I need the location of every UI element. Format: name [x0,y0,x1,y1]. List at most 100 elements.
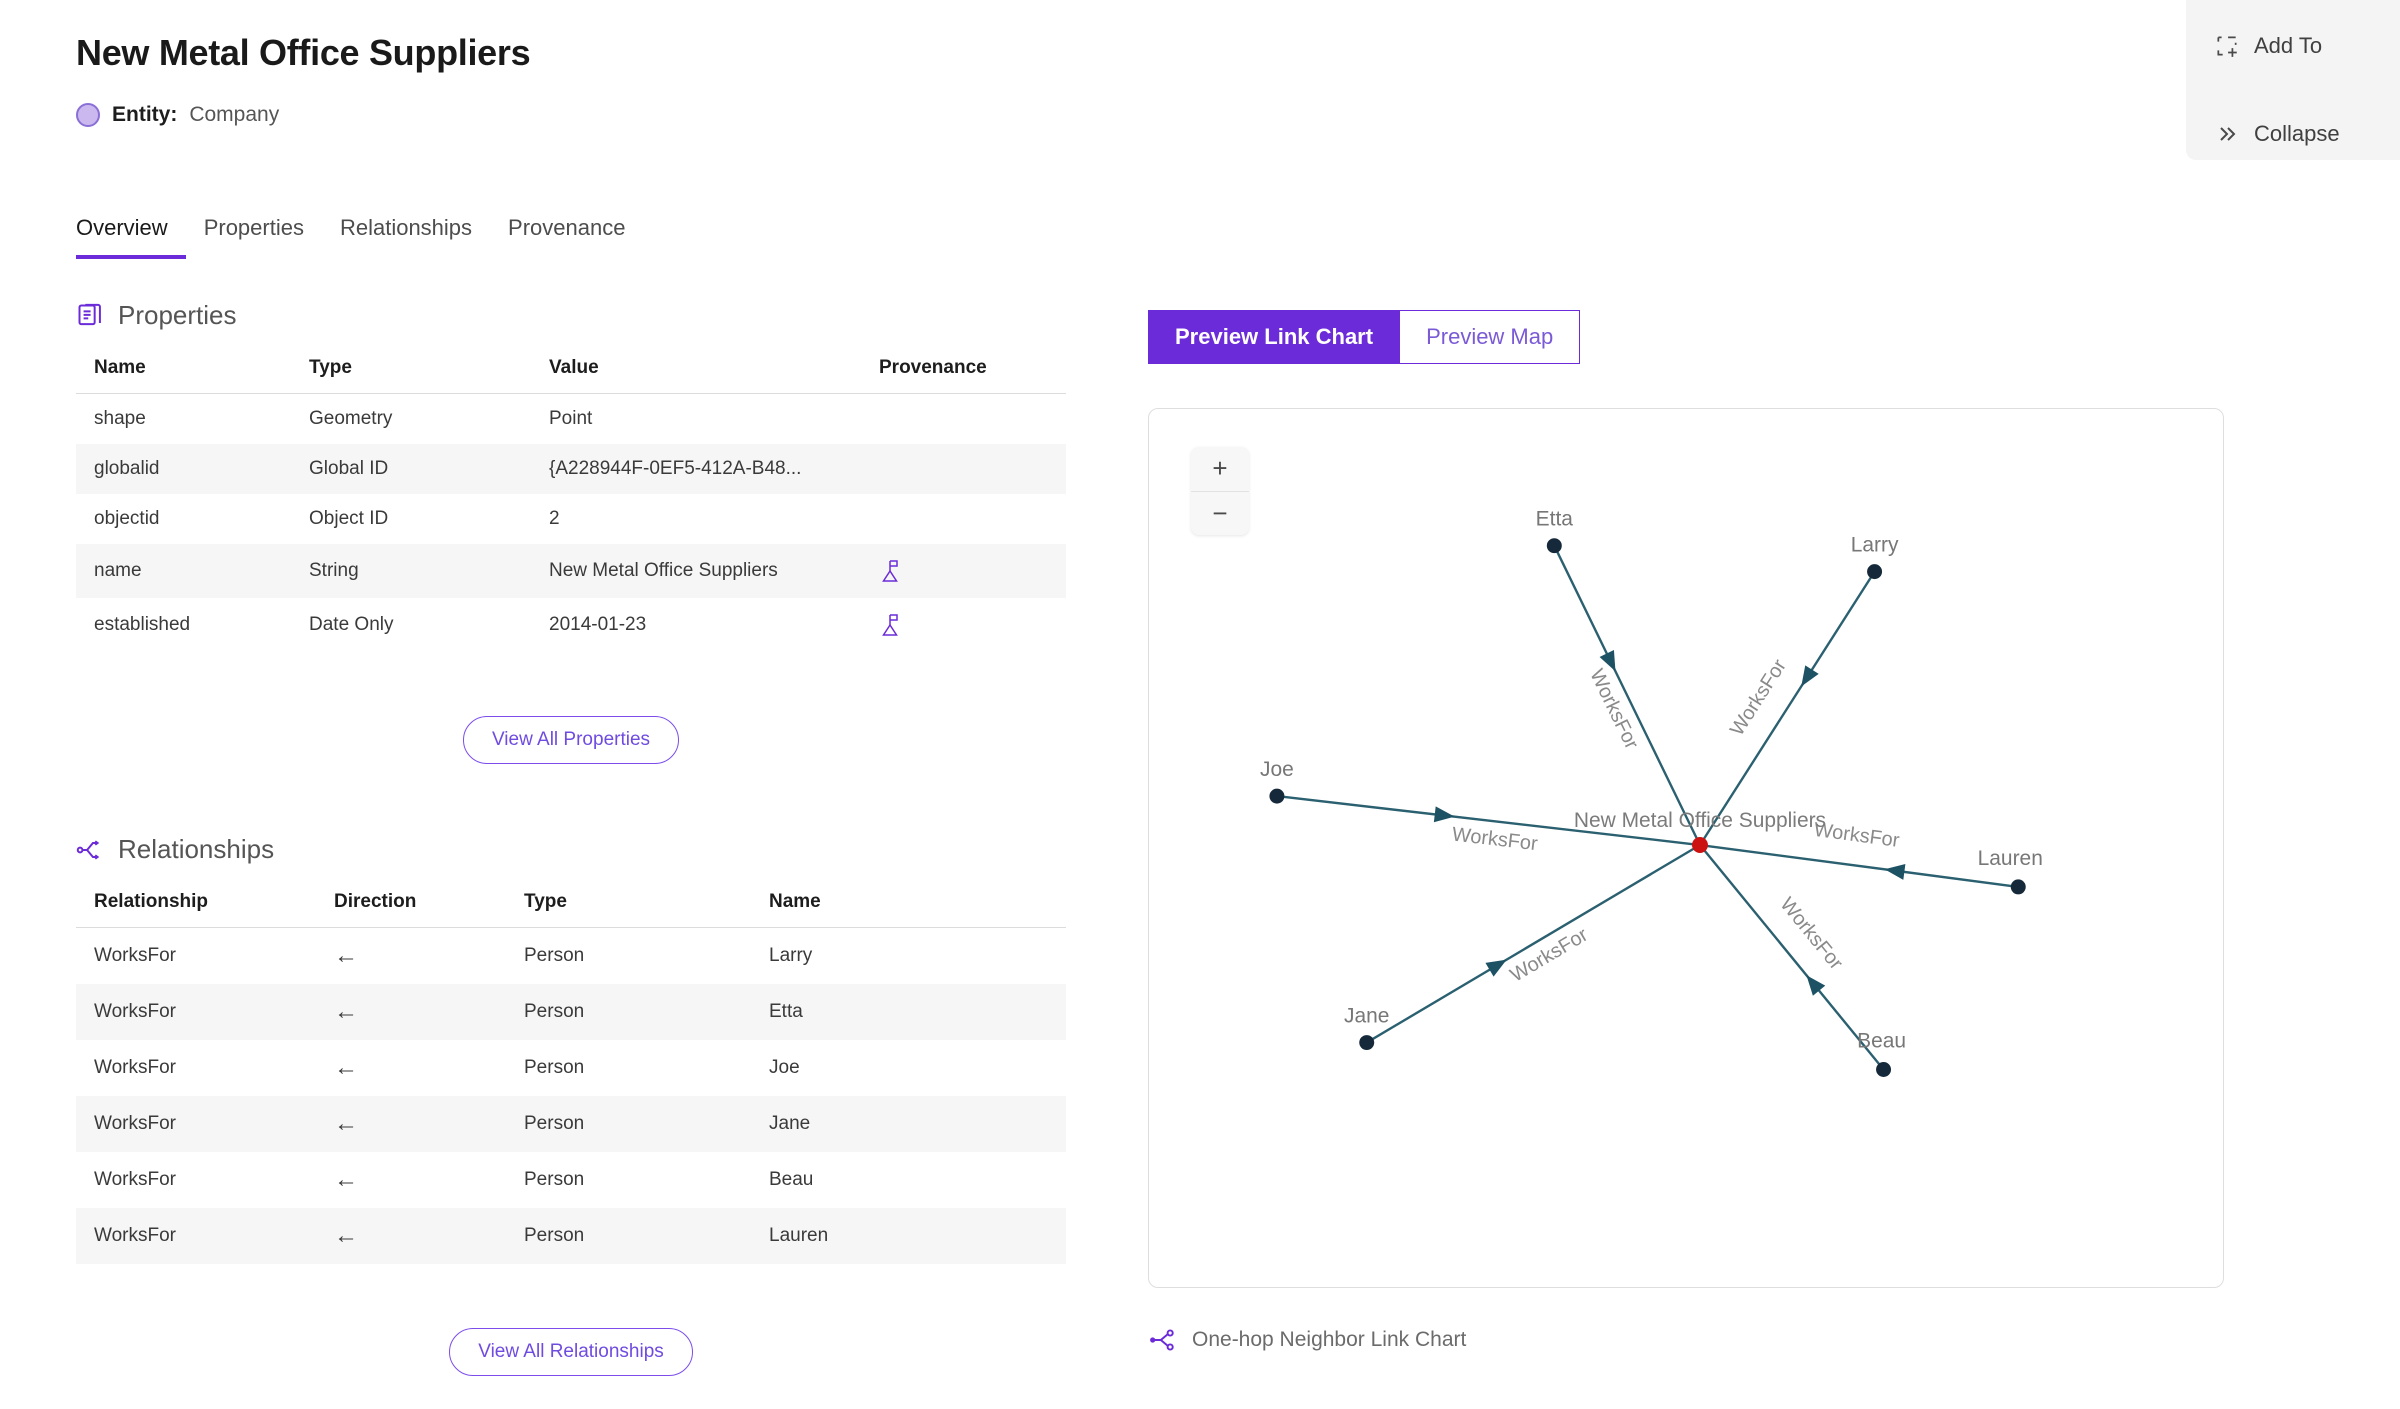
graph-edge [1698,570,1876,846]
table-row[interactable]: globalid Global ID {A228944F-0EF5-412A-B… [76,444,1066,494]
properties-header-row: Name Type Value Provenance [76,357,1066,394]
tab-properties[interactable]: Properties [203,215,304,240]
entity-value: Company [189,103,280,126]
table-row[interactable]: WorksFor ← Person Jane [76,1096,1066,1152]
rel-relationship[interactable]: WorksFor [94,1057,176,1078]
rel-relationship[interactable]: WorksFor [94,1001,176,1022]
table-row[interactable]: WorksFor ← Person Larry [76,928,1066,985]
preview-toggle-group: Preview Link Chart Preview Map [1148,310,1581,364]
col-provenance: Provenance [861,357,1066,394]
rel-type: Person [524,1113,585,1134]
tab-relationships[interactable]: Relationships [339,215,473,240]
graph-edge-label: WorksFor [1726,655,1791,740]
rel-relationship[interactable]: WorksFor [94,1113,176,1134]
rel-direction: ← [334,1166,358,1193]
view-all-relationships-button[interactable]: View All Relationships [449,1328,693,1376]
page-title: New Metal Office Suppliers [76,32,531,73]
tab-preview-map[interactable]: Preview Map [1399,310,1581,364]
relationships-heading-text: Relationships [118,834,275,864]
rel-relationship[interactable]: WorksFor [94,945,176,966]
prop-provenance [861,444,1066,494]
rel-type: Person [524,1001,585,1022]
graph-edge-label: WorksFor [1451,824,1539,856]
graph-node-beau [1876,1062,1892,1077]
zoom-in-button[interactable]: + [1191,447,1249,492]
left-column: Properties Name Type Value Provenance sh… [76,300,1066,1376]
provenance-flag-icon[interactable] [879,558,901,584]
table-row[interactable]: established Date Only 2014-01-23 [76,598,1066,652]
prop-type: Object ID [309,508,389,529]
prop-name: name [94,560,142,581]
link-chart-panel: + − WorksFor WorksFor WorksFor WorksFor Work… [1148,408,2224,1288]
chart-caption: One-hop Neighbor Link Chart [1148,1326,2224,1354]
graph-node-larry [1867,564,1883,580]
view-all-properties-wrap: View All Properties [76,716,1066,764]
zoom-out-button[interactable]: − [1212,497,1228,528]
add-to-button[interactable]: Add To [2214,22,2400,70]
rel-direction: ← [334,998,358,1025]
graph-edge-arrow [1433,806,1455,823]
rel-type: Person [524,1169,585,1190]
collapse-button[interactable]: Collapse [2214,110,2400,158]
prop-provenance[interactable] [861,544,1066,598]
relationships-section-heading: Relationships [76,834,1066,865]
rel-name[interactable]: Etta [769,1001,803,1022]
rel-type: Person [524,945,585,966]
prop-name: objectid [94,508,160,529]
prop-type: String [309,560,359,581]
prop-type: Date Only [309,614,394,635]
double-chevron-right-icon [2214,121,2240,147]
graph-node-joe [1269,788,1285,804]
col-name: Name [76,357,291,394]
rel-name[interactable]: Lauren [769,1225,829,1246]
graph-node-label: Larry [1851,534,1899,557]
table-row[interactable]: WorksFor ← Person Lauren [76,1208,1066,1264]
prop-name: globalid [94,458,160,479]
graph-edge [1699,843,2019,889]
table-row[interactable]: objectid Object ID 2 [76,494,1066,544]
prop-type: Global ID [309,458,389,479]
prop-provenance[interactable] [861,598,1066,652]
view-all-properties-button[interactable]: View All Properties [462,716,680,764]
prop-provenance [861,494,1066,544]
rel-name[interactable]: Jane [769,1113,811,1134]
rel-type: Person [524,1057,585,1078]
tab-preview-link-chart[interactable]: Preview Link Chart [1148,310,1400,364]
col-name: Name [751,891,1066,928]
rel-relationship[interactable]: WorksFor [94,1169,176,1190]
tab-provenance[interactable]: Provenance [508,215,626,240]
graph-edge-arrow [1801,665,1819,687]
graph-edge [1699,844,1885,1071]
prop-name: shape [94,408,146,429]
action-panel: Add To Collapse [2186,0,2400,160]
right-column: Preview Link Chart Preview Map + − Works… [1148,310,2224,1354]
link-chart-icon [1148,1326,1176,1354]
rel-name[interactable]: Joe [769,1057,800,1078]
graph-nodes[interactable]: Etta Larry Joe Lauren Jane Beau New Metal Offi… [1260,508,2043,1077]
rel-name[interactable]: Beau [769,1169,814,1190]
rel-direction: ← [334,942,358,969]
tab-bar: Overview Properties Relationships Proven… [76,215,643,259]
graph-node-jane [1359,1035,1375,1051]
table-row[interactable]: WorksFor ← Person Etta [76,984,1066,1040]
rel-name[interactable]: Larry [769,945,813,966]
provenance-flag-icon[interactable] [879,612,901,638]
graph-node-label: Joe [1260,758,1294,781]
entity-line: Entity: Company [76,103,279,127]
rel-relationship[interactable]: WorksFor [94,1225,176,1246]
add-to-frame-icon [2214,33,2240,59]
prop-type: Geometry [309,408,393,429]
table-row[interactable]: shape Geometry Point [76,394,1066,445]
col-relationship: Relationship [76,891,316,928]
network-branch-icon [76,836,104,864]
col-value: Value [531,357,861,394]
graph-edge [1553,545,1702,846]
table-row[interactable]: name String New Metal Office Suppliers [76,544,1066,598]
table-row[interactable]: WorksFor ← Person Joe [76,1040,1066,1096]
table-row[interactable]: WorksFor ← Person Beau [76,1152,1066,1208]
entity-label: Entity: [112,103,178,126]
graph-node-label: Etta [1536,508,1574,531]
tab-overview[interactable]: Overview [76,215,186,259]
prop-value: Point [549,408,593,429]
